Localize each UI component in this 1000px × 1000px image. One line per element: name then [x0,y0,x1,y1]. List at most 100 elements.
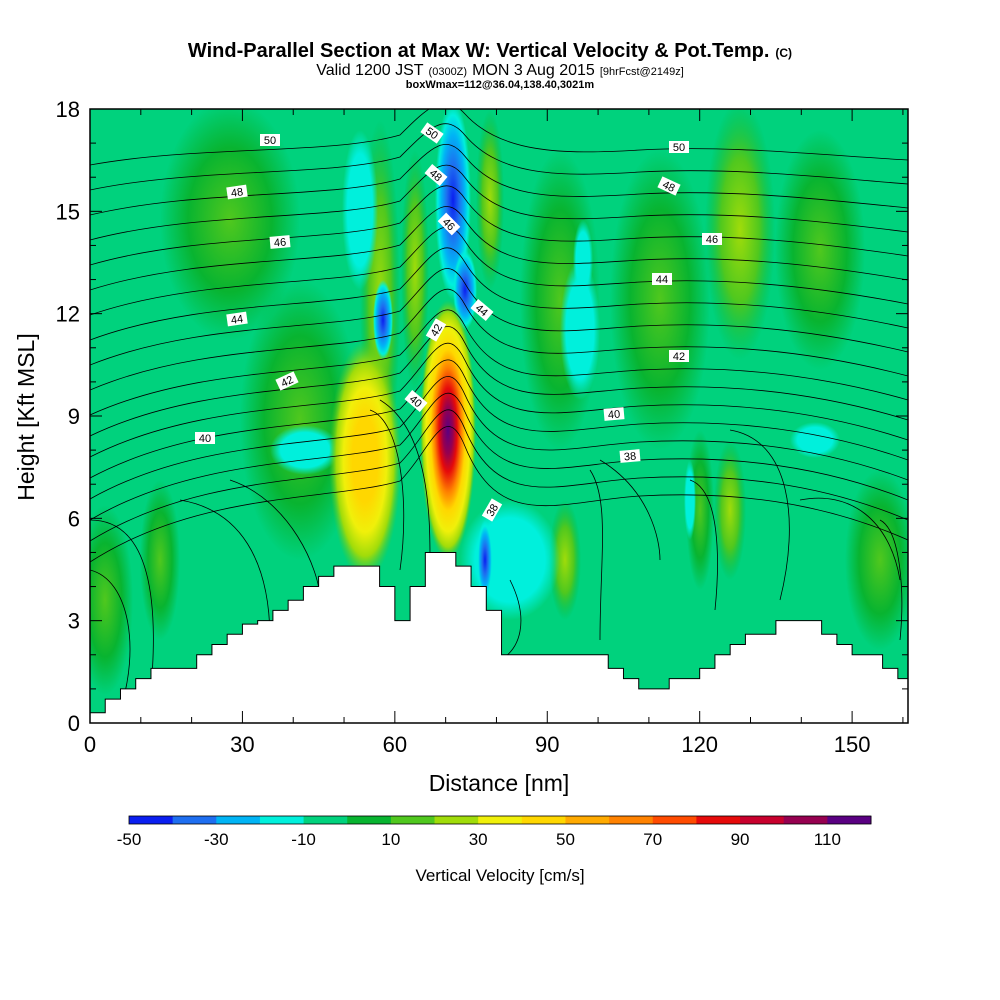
colorbar-swatch [827,816,872,824]
contour-label-text: 44 [230,313,244,327]
colorbar-swatch [347,816,392,824]
contour-label-box [603,407,625,421]
colorbar-swatch [434,816,479,824]
theta-contour-label: 44 [652,273,672,286]
colorbar-swatch [565,816,610,824]
contour-label-box [619,449,641,463]
downdraft-low [477,520,493,600]
colorbar-swatch [521,816,566,824]
theta-contour-line [90,569,131,711]
colorbar-swatch [216,816,261,824]
theta-contour-label: 42 [275,371,299,391]
theta-contour-line [90,109,908,166]
theta-contour-label: 38 [619,449,641,464]
contour-label-box [669,141,689,153]
green-band-right [610,150,710,450]
theta-contour-line [589,469,603,641]
theta-contour-line [90,268,908,366]
theta-contour-line [729,429,790,601]
contour-label-text: 42 [279,374,295,390]
theta-contour-label: 42 [425,318,447,342]
cyan-patch-2 [342,130,378,290]
contour-label-box [420,122,444,144]
contour-label-text: 50 [264,135,276,147]
theta-contour-label: 48 [226,184,248,200]
chart-subtitle: Valid 1200 JST (0300Z) MON 3 Aug 2015 [9hrF… [316,62,684,79]
contour-label-text: 42 [429,322,446,339]
colorbar: -50 -30 -10 10 30 50 70 90 110 [117,815,872,849]
theta-contour-label: 48 [657,176,681,196]
contour-label-box [424,163,448,187]
colorbar-swatch [478,816,523,824]
contour-label-text: 50 [423,125,440,142]
contour-label-box [260,134,280,146]
theta-contour-label: 46 [702,233,722,246]
theta-contour-line [879,519,903,641]
contour-label-box [226,311,248,327]
theta-contour-line [369,409,405,571]
y-tick-label: 18 [56,97,80,122]
cyan-patch-7 [684,460,696,540]
contour-label-text: 46 [706,234,718,246]
theta-contour-line [90,288,908,391]
x-tick-label: 60 [383,732,407,757]
theta-contour-label: 44 [226,311,248,327]
contour-label-box [404,389,428,413]
theta-contour-line [799,497,901,581]
cyan-patch-1 [270,425,340,475]
colorbar-swatch [129,816,174,824]
contour-label-box [437,212,461,236]
colorbar-tick-label: 50 [556,830,575,849]
colorbar-tick-label: 90 [731,830,750,849]
contour-label-box [657,176,681,196]
contour-label-text: 50 [673,142,685,154]
y-tick-label: 0 [68,711,80,736]
green-band-upper-left [160,109,300,340]
y-tick-label: 3 [68,609,80,634]
colorbar-tick-label: 110 [814,830,841,849]
updraft-core-secondary [329,340,401,580]
updraft-core-main [420,300,476,560]
x-tick-label: 150 [834,732,871,757]
colorbar-swatch [652,816,697,824]
y-axis: 0 3 6 9 12 15 18 [56,97,908,736]
theta-contour-line [90,247,908,341]
theta-contour-label: 50 [669,141,689,154]
theta-contour-label: 50 [420,122,444,144]
contour-label-box [702,233,722,245]
colorbar-swatch [390,816,436,824]
theta-contour-line [90,359,908,479]
x-axis: 0 30 60 90 120 150 [84,109,904,757]
contour-label-text: 44 [656,274,668,286]
theta-contour-line [90,426,908,563]
y-tick-label: 6 [68,506,80,531]
theta-contour-line [90,123,908,191]
cyan-patch-5 [573,220,593,300]
colorbar-tick-label: 70 [643,830,662,849]
colorbar-tick-label: 30 [469,830,488,849]
contour-label-box [226,184,248,200]
contour-label-box [275,371,299,391]
contour-label-box [269,235,291,249]
contour-label-box [425,318,447,342]
x-axis-label: Distance [nm] [429,770,570,796]
colorbar-swatch [259,816,305,824]
contour-label-text: 38 [485,502,502,519]
colorbar-swatch [609,816,654,824]
theta-contour-line [90,519,154,701]
green-band-mid-left [240,280,360,560]
contour-label-box [470,298,494,322]
y-tick-label: 9 [68,404,80,429]
colorbar-label: Vertical Velocity [cm/s] [415,866,584,885]
contour-label-text: 42 [673,351,685,363]
theta-contour-line [90,393,908,521]
theta-contour-line [379,399,431,561]
colorbar-swatch [740,816,785,824]
colorbar-tick-label: -10 [291,830,316,849]
contour-label-box [481,498,503,522]
lime-patch-right-low [714,440,746,580]
chart-title: Wind-Parallel Section at Max W: Vertical… [188,40,792,62]
colorbar-tick-label: -50 [117,830,142,849]
